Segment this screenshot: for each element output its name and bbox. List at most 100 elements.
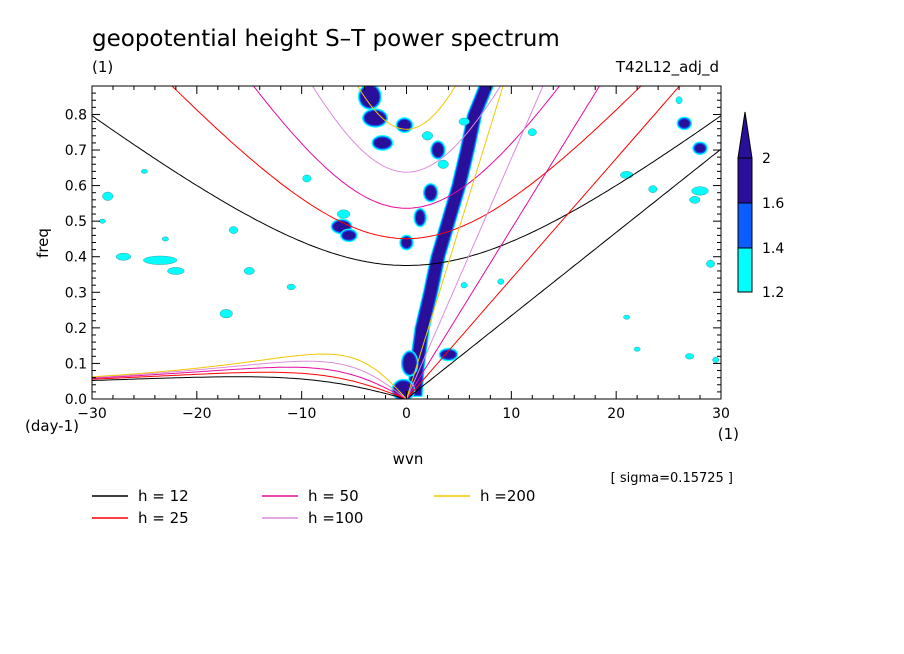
y-unit-label: (day-1) [25, 417, 79, 435]
rossby-curve-h-50 [92, 366, 407, 399]
x-unit-label: (1) [718, 425, 739, 443]
y-tick-label: 0.5 [65, 214, 87, 230]
legend-label-h-100: h =100 [308, 509, 363, 527]
x-tick-label: 10 [502, 406, 520, 422]
power-blob-34 [689, 196, 701, 204]
ig-curve-h-100 [311, 86, 502, 173]
power-blob-5 [364, 110, 386, 126]
power-blob-31 [648, 185, 658, 193]
power-blob-29 [527, 128, 537, 137]
power-blob-43 [141, 168, 148, 174]
power-blob-32 [675, 96, 683, 105]
power-blob-28 [458, 117, 470, 126]
power-blob-41 [497, 278, 505, 285]
power-blob-27 [437, 159, 449, 169]
power-blob-15 [694, 143, 706, 153]
colorbar-extend-arrow [737, 111, 753, 159]
rossby-curve-h-100 [92, 360, 407, 399]
chart-subtitle-left: (1) [92, 58, 113, 76]
legend-label-h-25: h = 25 [138, 509, 189, 527]
kelvin-curve-h-12 [406, 148, 721, 399]
y-tick-label: 0.0 [65, 392, 87, 408]
x-axis-label: wvn [393, 450, 424, 468]
kelvin-curve-h-100 [406, 86, 544, 399]
power-blob-7 [374, 137, 391, 149]
y-tick-label: 0.8 [65, 107, 87, 123]
axis-ticks: −30 −20 −10 0 10 20 30 0.0 0.1 0.2 0.3 0.4 0.5 0.6 0.7… [65, 86, 730, 422]
power-blob-14 [679, 119, 690, 128]
power-blob-9 [425, 185, 436, 200]
x-tick-label: 30 [712, 406, 730, 422]
colorbar-label: 1.6 [762, 196, 784, 212]
legend-label-h-12: h = 12 [138, 487, 189, 505]
y-tick-label: 0.3 [65, 285, 87, 301]
ig-curve-h-50 [252, 86, 561, 209]
power-blob-25 [243, 267, 255, 275]
ig-curve-h-200 [356, 86, 457, 130]
kelvin-curve-h-50 [406, 86, 601, 399]
y-axis-label: freq [34, 228, 52, 258]
power-blob-38 [633, 346, 641, 352]
y-tick-label: 0.6 [65, 179, 87, 195]
power-blob-19 [102, 191, 114, 201]
power-blob-11 [401, 237, 412, 248]
colorbar-label: 1.4 [762, 241, 784, 257]
kelvin-curve-h-200 [406, 86, 504, 399]
power-blob-2 [403, 352, 416, 375]
y-tick-label: 0.2 [65, 321, 87, 337]
chart-subtitle-right: T42L12_adj_d [615, 58, 719, 77]
power-blob-23 [302, 174, 312, 183]
legend-label-h-200: h =200 [480, 487, 535, 505]
power-blob-40 [460, 282, 468, 289]
rossby-curve-h-12 [92, 376, 407, 399]
x-tick-label: −30 [77, 406, 107, 422]
legend-label-h-50: h = 50 [308, 487, 359, 505]
power-blob-13 [342, 231, 356, 240]
x-tick-label: −20 [182, 406, 212, 422]
colorbar-label: 2 [762, 151, 771, 167]
power-blob-3 [441, 350, 456, 359]
colorbar-segment-0 [737, 247, 753, 293]
ig-curve-h-12 [92, 115, 721, 266]
power-blob-44 [99, 218, 106, 224]
power-shading [99, 86, 720, 399]
y-tick-label: 0.7 [65, 143, 87, 159]
power-blob-33 [691, 186, 709, 196]
colorbar-segment-2 [737, 157, 753, 204]
power-blob-20 [219, 309, 233, 319]
power-blob-22 [337, 209, 351, 219]
x-tick-label: −10 [287, 406, 317, 422]
colorbar: 1.2 1.4 1.6 2 [737, 111, 784, 301]
kelvin-ridge [408, 86, 494, 396]
rossby-curve-h-25 [92, 371, 407, 399]
power-blob-30 [620, 171, 634, 179]
power-blob-36 [685, 353, 694, 360]
y-tick-label: 0.4 [65, 250, 87, 266]
legend: h = 12 h = 25 h = 50 h =100 h =200 [92, 487, 535, 527]
kelvin-curve-h-25 [406, 86, 681, 399]
power-blob-18 [115, 252, 132, 261]
power-blob-37 [712, 356, 720, 363]
y-tick-label: 0.1 [65, 356, 87, 372]
ig-curve-h-25 [171, 86, 642, 240]
rossby-curve-h-200 [92, 353, 407, 399]
power-blob-6 [398, 119, 411, 131]
dispersion-curves [92, 86, 721, 399]
colorbar-label: 1.2 [762, 285, 784, 301]
power-blob-10 [415, 210, 425, 225]
power-blob-24 [286, 283, 296, 291]
power-blob-35 [706, 260, 715, 268]
power-blob-39 [623, 314, 631, 320]
power-blob-17 [167, 267, 185, 275]
power-blob-16 [143, 255, 178, 265]
colorbar-segment-1 [737, 202, 753, 249]
x-tick-label: 0 [402, 406, 411, 422]
power-blob-42 [161, 236, 169, 242]
chart-title: geopotential height S–T power spectrum [92, 26, 560, 52]
sigma-note: [ sigma=0.15725 ] [611, 471, 733, 486]
power-blob-4 [360, 86, 380, 108]
x-tick-label: 20 [607, 406, 625, 422]
power-blob-21 [229, 226, 238, 234]
power-blob-8 [432, 142, 444, 158]
